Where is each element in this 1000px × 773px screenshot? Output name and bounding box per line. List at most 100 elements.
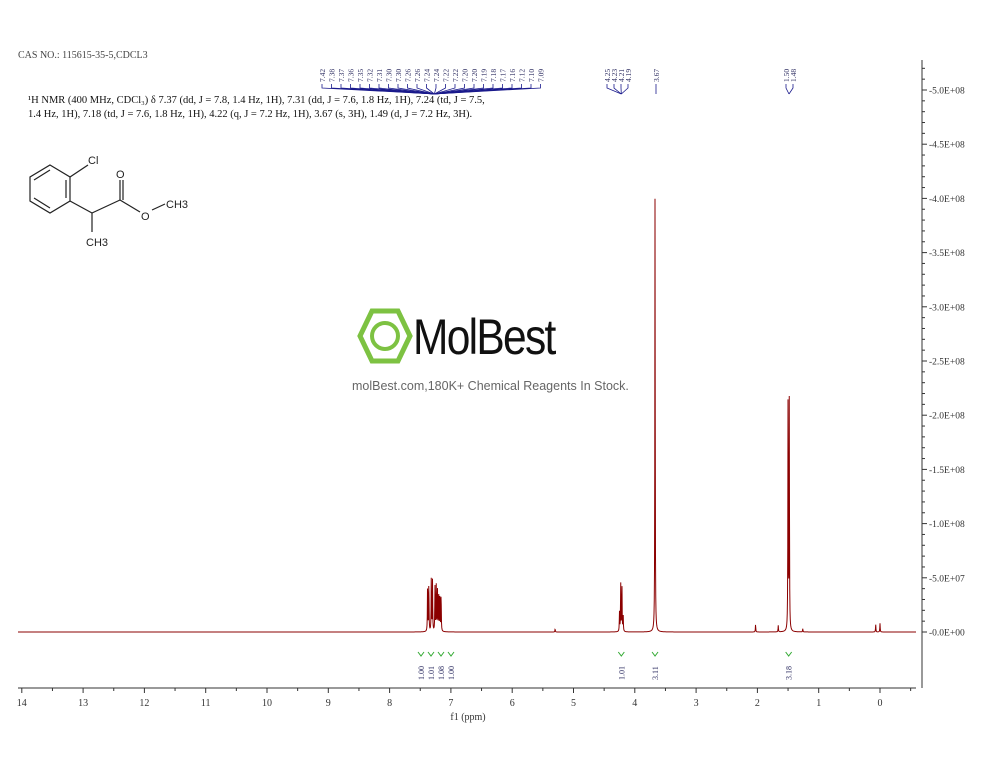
watermark-tagline: molBest.com,180K+ Chemical Reagents In S… xyxy=(352,379,629,393)
integral-mark xyxy=(617,651,625,657)
peak-label-aromatic: 7.26 xyxy=(404,69,413,82)
cas-number: CAS NO.: 115615-35-5,CDCL3 xyxy=(18,50,148,61)
peak-label-doublet-connector xyxy=(785,84,790,95)
x-tick-label: 14 xyxy=(17,698,27,709)
peak-label-aromatic: 7.22 xyxy=(442,69,451,82)
peak-label-aromatic-connector xyxy=(426,84,435,95)
integral-value: 3.18 xyxy=(785,666,794,680)
x-tick-label: 4 xyxy=(632,698,637,709)
peak-label-aromatic-connector xyxy=(434,84,465,95)
peak-label-aromatic: 7.37 xyxy=(337,69,346,82)
integral-mark xyxy=(785,651,793,657)
integral-mark xyxy=(651,651,659,657)
peak-label-aromatic-connector xyxy=(397,84,435,95)
molbest-logo-text: MolBest xyxy=(413,309,556,365)
x-tick-label: 12 xyxy=(139,698,149,709)
x-tick-label: 5 xyxy=(571,698,576,709)
chemical-structure: Cl O O CH3 CH3 xyxy=(29,155,188,249)
peak-label-aromatic: 7.22 xyxy=(451,69,460,82)
peak-label-aromatic: 7.18 xyxy=(489,69,498,82)
peak-label-aromatic: 7.19 xyxy=(480,69,489,82)
peak-label-aromatic-connector xyxy=(434,84,541,95)
integral-value: 1.01 xyxy=(427,666,436,680)
x-tick-label: 11 xyxy=(201,698,211,709)
integral-mark xyxy=(447,651,455,657)
y-tick-label: -5.0E+08 xyxy=(929,87,965,97)
x-tick-label: 13 xyxy=(78,698,88,709)
peak-label-aromatic-connector xyxy=(434,84,446,95)
peak-label-doublet-connector xyxy=(788,84,794,95)
peak-label-quartet-connector xyxy=(613,84,622,95)
peak-label-aromatic: 7.10 xyxy=(527,69,536,82)
y-tick-label: -4.0E+08 xyxy=(929,195,965,205)
peak-label-quartet: 4.23 xyxy=(610,69,619,82)
integral-value: 1.01 xyxy=(617,666,626,680)
y-tick-label: -3.0E+08 xyxy=(929,303,965,313)
peak-label-aromatic: 7.42 xyxy=(318,69,327,82)
x-axis-label: f1 (ppm) xyxy=(450,712,485,723)
peak-label-doublet: 1.48 xyxy=(789,69,798,82)
y-tick-label: -5.0E+07 xyxy=(929,574,965,584)
peak-label-aromatic: 7.24 xyxy=(432,69,441,82)
peak-label-aromatic: 7.20 xyxy=(470,69,479,82)
peak-label-quartet: 4.19 xyxy=(624,69,633,82)
peak-label-aromatic: 7.26 xyxy=(413,69,422,82)
peak-label-quartet: 4.21 xyxy=(617,69,626,82)
peak-label-aromatic: 7.36 xyxy=(347,69,356,82)
peak-label-quartet-connector xyxy=(621,84,629,95)
peak-label-aromatic-connector xyxy=(388,84,435,95)
methyl-ester: CH3 xyxy=(166,199,188,211)
integral-value: 3.11 xyxy=(651,666,660,680)
peak-label-aromatic: 7.17 xyxy=(499,69,508,82)
y-tick-label: -0.0E+00 xyxy=(929,629,965,639)
y-tick-label: -1.0E+08 xyxy=(929,520,965,530)
nmr-description: ¹H NMR (400 MHz, CDCl₃) δ 7.37 (dd, J = … xyxy=(28,95,485,120)
peak-label-aromatic-connector xyxy=(378,84,435,95)
integral-value: 1.00 xyxy=(417,666,426,680)
peak-label-aromatic: 7.09 xyxy=(537,69,546,82)
peak-label-aromatic-connector xyxy=(433,84,437,95)
peak-label-aromatic: 7.24 xyxy=(423,69,432,82)
peak-label-aromatic: 7.31 xyxy=(375,69,384,82)
integral-value: 1.00 xyxy=(447,666,456,680)
peak-label-singlet: 3.67 xyxy=(652,69,661,82)
peak-label-aromatic: 7.38 xyxy=(328,69,337,82)
x-tick-label: 0 xyxy=(878,698,883,709)
peak-label-aromatic-connector xyxy=(416,84,435,95)
peak-label-quartet: 4.25 xyxy=(603,69,612,82)
peak-label-aromatic: 7.30 xyxy=(385,69,394,82)
x-tick-label: 9 xyxy=(326,698,331,709)
x-tick-label: 6 xyxy=(510,698,515,709)
peak-label-aromatic: 7.32 xyxy=(366,69,375,82)
x-tick-label: 1 xyxy=(816,698,821,709)
peak-label-aromatic: 7.20 xyxy=(461,69,470,82)
atom-o-carbonyl: O xyxy=(116,169,125,181)
integral-mark xyxy=(417,651,425,657)
x-tick-label: 8 xyxy=(387,698,392,709)
peak-label-aromatic: 7.12 xyxy=(518,69,527,82)
y-tick-label: -3.5E+08 xyxy=(929,249,965,259)
spectrum-line xyxy=(18,198,916,633)
y-tick-label: -1.5E+08 xyxy=(929,466,965,476)
y-tick-label: -4.5E+08 xyxy=(929,141,965,151)
integral-mark xyxy=(437,651,445,657)
peak-label-aromatic: 7.35 xyxy=(356,69,365,82)
atom-o-ester: O xyxy=(141,211,150,223)
x-tick-label: 3 xyxy=(694,698,699,709)
integral-mark xyxy=(427,651,435,657)
integral-value: 1.08 xyxy=(437,666,446,680)
peak-label-doublet: 1.50 xyxy=(782,69,791,82)
atom-cl: Cl xyxy=(88,155,98,167)
y-tick-label: -2.5E+08 xyxy=(929,358,965,368)
x-tick-label: 10 xyxy=(262,698,272,709)
peak-label-quartet-connector xyxy=(606,84,622,95)
x-tick-label: 7 xyxy=(448,698,453,709)
methyl-alpha: CH3 xyxy=(86,237,108,249)
y-tick-label: -2.0E+08 xyxy=(929,412,965,422)
peak-label-aromatic: 7.16 xyxy=(508,69,517,82)
x-tick-label: 2 xyxy=(755,698,760,709)
peak-label-aromatic: 7.30 xyxy=(394,69,403,82)
peak-label-aromatic-connector xyxy=(434,84,456,95)
molbest-logo-icon xyxy=(357,308,413,364)
